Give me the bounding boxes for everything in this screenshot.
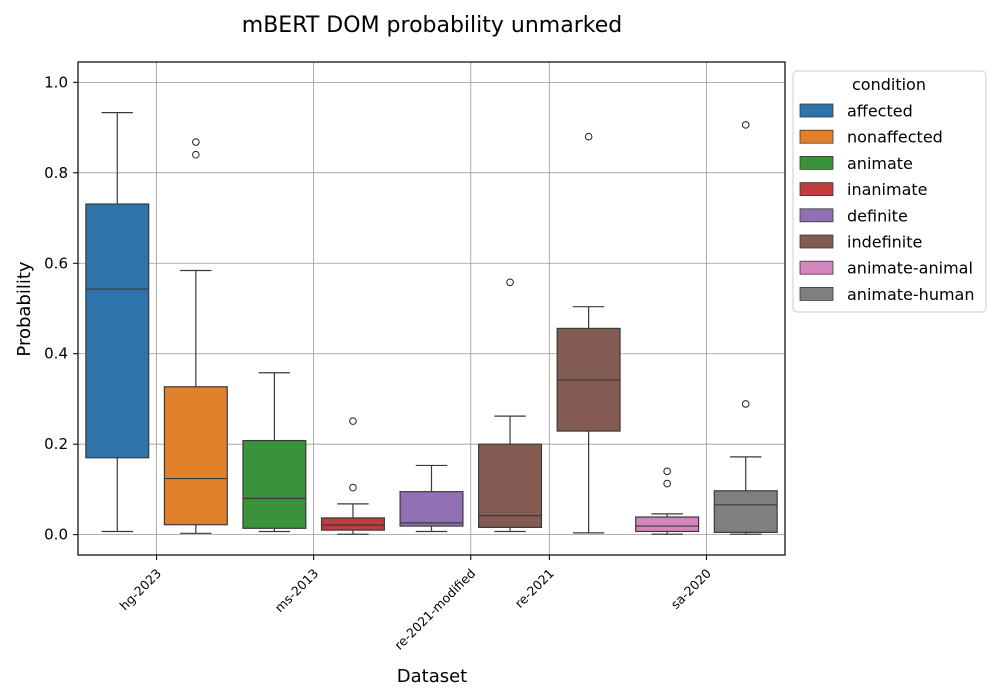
outlier-point [506, 278, 514, 287]
y-tick-label: 0.6 [44, 254, 68, 272]
legend-label-indefinite: indefinite [847, 233, 922, 252]
legend-label-animate: animate [847, 154, 913, 173]
x-tick-label: ms-2013 [272, 566, 322, 616]
y-tick-label: 0.0 [44, 526, 68, 544]
legend-label-animate-human: animate-human [847, 285, 974, 304]
legend-label-affected: affected [847, 102, 913, 121]
x-tick-label: hg-2023 [117, 566, 165, 614]
x-tick-label: re-2021 [512, 566, 557, 611]
legend-frame [792, 70, 987, 313]
box-iqr [635, 516, 700, 533]
box-iqr [85, 203, 150, 459]
boxes [85, 112, 778, 535]
outlier-point [192, 150, 200, 159]
x-axis: hg-2023 ms-2013 re-2021-modified re-2021 sa-… [117, 555, 714, 653]
y-axis: 0.0 0.2 0.4 0.6 0.8 1.0 [44, 73, 78, 544]
box-definite [399, 464, 464, 533]
box-nonaffected [163, 138, 228, 534]
chart-title: mBERT DOM probability unmarked [242, 13, 622, 38]
legend-swatch-nonaffected [799, 129, 834, 144]
y-tick-label: 1.0 [44, 73, 68, 91]
legend-entries: affected nonaffected animate inanimate defin… [799, 102, 974, 304]
outlier-point [192, 138, 200, 146]
outlier-point [741, 121, 750, 129]
legend-swatch-definite [799, 208, 834, 223]
box-animate-human [713, 121, 778, 535]
box-inanimate [320, 417, 385, 535]
legend-swatch-inanimate [799, 182, 834, 197]
legend-label-definite: definite [847, 206, 908, 225]
outlier-point [741, 400, 750, 408]
legend-swatch-animate-human [799, 286, 834, 301]
box-iqr [478, 443, 543, 529]
legend-label-nonaffected: nonaffected [847, 128, 943, 147]
legend-title: condition [852, 75, 926, 94]
legend-swatch-affected [799, 103, 834, 118]
outlier-point [349, 483, 357, 492]
x-tick-label: sa-2020 [668, 566, 714, 612]
legend-swatch-animate [799, 155, 834, 170]
legend-swatch-animate-animal [799, 260, 834, 275]
outlier-point [349, 417, 357, 425]
y-tick-label: 0.8 [44, 164, 68, 182]
box-animate [242, 372, 307, 533]
box-iqr [399, 491, 464, 527]
outlier-point [663, 467, 671, 476]
y-tick-label: 0.4 [44, 345, 68, 363]
legend-label-animate-animal: animate-animal [847, 259, 973, 278]
y-axis-label: Probability [14, 261, 35, 356]
box-indefinite [556, 132, 621, 534]
legend-label-inanimate: inanimate [847, 180, 927, 199]
box-iqr [320, 517, 385, 531]
legend: condition affected nonaffected animate inan… [792, 70, 987, 313]
x-tick-label: re-2021-modified [391, 566, 478, 653]
x-axis-label: Dataset [397, 666, 468, 687]
box-iqr [163, 386, 228, 526]
box-animate-animal [635, 467, 700, 535]
y-tick-label: 0.2 [44, 435, 68, 453]
legend-swatch-indefinite [799, 234, 834, 249]
box-indefinite [478, 278, 543, 533]
box-iqr [242, 439, 307, 529]
outlier-point [584, 132, 593, 141]
outlier-point [663, 479, 671, 488]
box-iqr [713, 490, 778, 533]
box-affected [85, 112, 150, 533]
plot-frame [77, 61, 786, 556]
